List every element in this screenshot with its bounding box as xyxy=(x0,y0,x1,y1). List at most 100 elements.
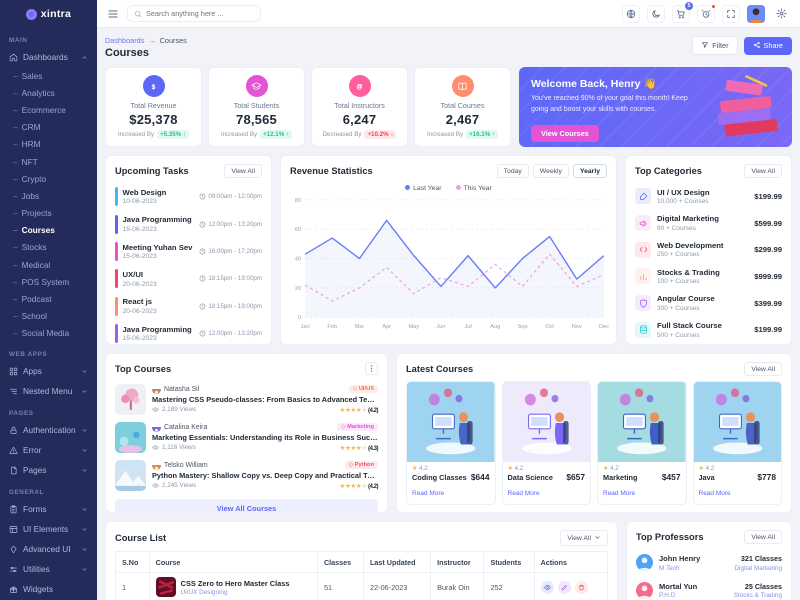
sidebar-subitem-projects[interactable]: – Projects xyxy=(13,208,52,219)
read-more-link[interactable]: Read More xyxy=(603,490,636,497)
sidebar-subitem-social-media[interactable]: – Social Media xyxy=(13,328,70,339)
latest-course-card-data-science[interactable]: ★ 4.2 Data Science $657 Read More xyxy=(501,381,591,505)
menu-toggle-icon[interactable] xyxy=(107,8,119,20)
moon-icon xyxy=(652,9,660,18)
search-input[interactable] xyxy=(146,9,254,18)
top-categories-view-all-button[interactable]: View All xyxy=(744,164,782,178)
revenue-line-chart: 0 20 40 60 80 Jan Feb Mar Apr May Jun Jul Aug Sep Oct N… xyxy=(295,198,609,330)
view-button[interactable] xyxy=(540,580,554,594)
settings-button[interactable] xyxy=(772,4,790,23)
column-actions: Actions xyxy=(533,551,609,573)
courses-row: Top Courses Natasha Sil ◇ UI/UX Masterin… xyxy=(105,353,792,513)
user-avatar[interactable] xyxy=(747,4,765,23)
sidebar-item-error[interactable]: Error xyxy=(0,440,97,460)
sidebar-subitem-jobs[interactable]: – Jobs xyxy=(13,190,40,201)
utilities-icon xyxy=(10,566,17,572)
sidebar-subitem-crm[interactable]: – CRM xyxy=(13,122,41,133)
top-course-row[interactable]: Catalina Keira ◇ Marketing Marketing Ess… xyxy=(106,418,387,456)
sidebar-item-utilities[interactable]: Utilities xyxy=(0,559,97,579)
dark-mode-button[interactable] xyxy=(647,4,665,23)
edit-button[interactable] xyxy=(557,580,571,594)
fullscreen-button[interactable] xyxy=(722,4,740,23)
author-avatar xyxy=(152,461,161,470)
sidebar-item-dashboards[interactable]: Dashboards xyxy=(0,47,97,67)
task-row-react-js[interactable]: React js 20-06-2023 18:15pm - 19:00pm xyxy=(106,293,271,320)
top-courses-menu-button[interactable] xyxy=(365,362,378,375)
share-button[interactable]: Share xyxy=(743,36,792,55)
category-row-stocks-trading[interactable]: Stocks & Trading 100 + Courses $999.99 xyxy=(626,263,791,290)
sidebar-subitem-ecommerce[interactable]: – Ecommerce xyxy=(13,104,66,115)
category-row-web-development[interactable]: Web Development 250 + Courses $299.99 xyxy=(626,236,791,263)
expand-icon xyxy=(727,9,735,18)
sidebar-subitem-pos-system[interactable]: – POS System xyxy=(13,276,70,287)
read-more-link[interactable]: Read More xyxy=(412,490,445,497)
sidebar-subitem-stocks[interactable]: – Stocks xyxy=(13,242,47,253)
delete-button[interactable] xyxy=(574,580,588,594)
welcome-title: Welcome Back, Henry 👋 xyxy=(531,78,657,90)
read-more-link[interactable]: Read More xyxy=(698,490,731,497)
svg-text:Mar: Mar xyxy=(355,324,365,330)
course-list-view-all-button[interactable]: View All xyxy=(560,530,608,546)
range-button-weekly[interactable]: Weekly xyxy=(532,164,569,178)
sidebar-subitem-podcast[interactable]: – Podcast xyxy=(13,294,52,305)
kebab-icon xyxy=(370,365,373,372)
filter-button[interactable]: Filter xyxy=(692,36,738,55)
sidebar-subitem-nft[interactable]: – NFT xyxy=(13,156,38,167)
sidebar: xintra MAIN Dashboards – Sales – Analytics – Ec… xyxy=(0,0,97,600)
sidebar-subitem-sales[interactable]: – Sales xyxy=(13,70,43,81)
notifications-button[interactable] xyxy=(697,3,716,23)
upcoming-tasks-view-all-button[interactable]: View All xyxy=(224,164,262,178)
category-row-angular-course[interactable]: Angular Course 300 + Courses $399.99 xyxy=(626,290,791,317)
task-row-ux-ui[interactable]: UX/UI 20-06-2023 18:15pm - 19:00pm xyxy=(106,265,271,292)
table-row[interactable]: 1 CSS Zero to Hero Master Class Ui/UX Des… xyxy=(115,572,609,600)
latest-course-card-java[interactable]: ★ 4.2 Java $778 Read More xyxy=(692,381,782,505)
category-row-full-stack-course[interactable]: Full Stack Course 500 + Courses $199.99 xyxy=(626,316,791,343)
category-row-ui-ux-design[interactable]: UI / UX Design 10,000 + Courses $199.99 xyxy=(626,183,791,210)
sidebar-item-advanced-ui[interactable]: Advanced UI xyxy=(0,539,97,559)
course-title: Marketing Essentials: Understanding its … xyxy=(152,433,378,443)
sidebar-subitem-analytics[interactable]: – Analytics xyxy=(13,87,55,98)
sidebar-item-apps[interactable]: Apps xyxy=(0,361,97,381)
view-all-courses-button[interactable]: View All Courses xyxy=(115,498,378,512)
task-row-java-programming[interactable]: Java Programming 15-06-2023 12:00pm - 13:… xyxy=(106,320,271,344)
sidebar-item-ui-elements[interactable]: UI Elements xyxy=(0,519,97,539)
task-row-java-programming[interactable]: Java Programming 15-06-2023 12:00pm - 13:… xyxy=(106,210,271,237)
professor-row-john-henry[interactable]: John Henry M.Tech 321 Classes Digital Mark… xyxy=(627,549,791,577)
sidebar-item-pages[interactable]: Pages xyxy=(0,460,97,480)
latest-courses-view-all-button[interactable]: View All xyxy=(744,362,782,376)
range-button-today[interactable]: Today xyxy=(496,164,529,178)
top-course-row[interactable]: Telsko William ◇ Python Python Mastery: … xyxy=(106,456,387,494)
sidebar-item-nested-menu[interactable]: Nested Menu xyxy=(0,381,97,401)
cart-button[interactable]: 5 xyxy=(672,1,693,23)
menu-icon xyxy=(108,10,118,17)
chevD-icon xyxy=(82,567,87,571)
read-more-link[interactable]: Read More xyxy=(507,490,540,497)
category-row-digital-marketing[interactable]: Digital Marketing 90 + Courses $599.99 xyxy=(626,210,791,237)
breadcrumb-dashboards[interactable]: Dashboards xyxy=(105,36,145,45)
range-button-yearly[interactable]: Yearly xyxy=(572,164,607,178)
latest-course-card-marketing[interactable]: ★ 4.2 Marketing $457 Read More xyxy=(597,381,687,505)
top-courses-list: Natasha Sil ◇ UI/UX Mastering CSS Pseudo… xyxy=(106,380,387,495)
sidebar-subitem-hrm[interactable]: – HRM xyxy=(13,139,41,150)
sidebar-subitem-school[interactable]: – School xyxy=(13,311,47,322)
sidebar-subitem-medical[interactable]: – Medical xyxy=(13,259,51,270)
view-courses-button[interactable]: View Courses xyxy=(531,125,599,142)
sidebar-item-forms[interactable]: Forms xyxy=(0,499,97,519)
latest-courses-grid: ★ 4.2 Coding Classes $644 Read More ★ 4.2… xyxy=(397,381,791,512)
sidebar-item-authentication[interactable]: Authentication xyxy=(0,420,97,440)
sidebar-subitem-courses[interactable]: – Courses xyxy=(13,225,55,236)
category-price: $999.99 xyxy=(754,271,782,281)
svg-text:Sep: Sep xyxy=(517,324,527,330)
top-courses-card: Top Courses Natasha Sil ◇ UI/UX Masterin… xyxy=(105,353,388,513)
task-row-web-design[interactable]: Web Design 10-06-2023 09:00am - 12:00pm xyxy=(106,183,271,210)
professor-row-mortal-yun[interactable]: Mortal Yun P.H.D 25 Classes Stocks & Tradi… xyxy=(627,577,791,600)
top-course-row[interactable]: Natasha Sil ◇ UI/UX Mastering CSS Pseudo… xyxy=(106,380,387,418)
logo[interactable]: xintra xyxy=(0,0,97,28)
sidebar-subitem-crypto[interactable]: – Crypto xyxy=(13,173,47,184)
task-row-meeting-yuhan-sev[interactable]: Meeting Yuhan Sev 15-06-2023 16:00pm - 17… xyxy=(106,238,271,265)
search-box[interactable] xyxy=(127,5,261,22)
latest-course-card-coding-classes[interactable]: ★ 4.2 Coding Classes $644 Read More xyxy=(406,381,496,505)
top-professors-view-all-button[interactable]: View All xyxy=(744,530,782,544)
sidebar-item-widgets[interactable]: Widgets xyxy=(0,579,97,599)
language-button[interactable] xyxy=(622,4,640,23)
